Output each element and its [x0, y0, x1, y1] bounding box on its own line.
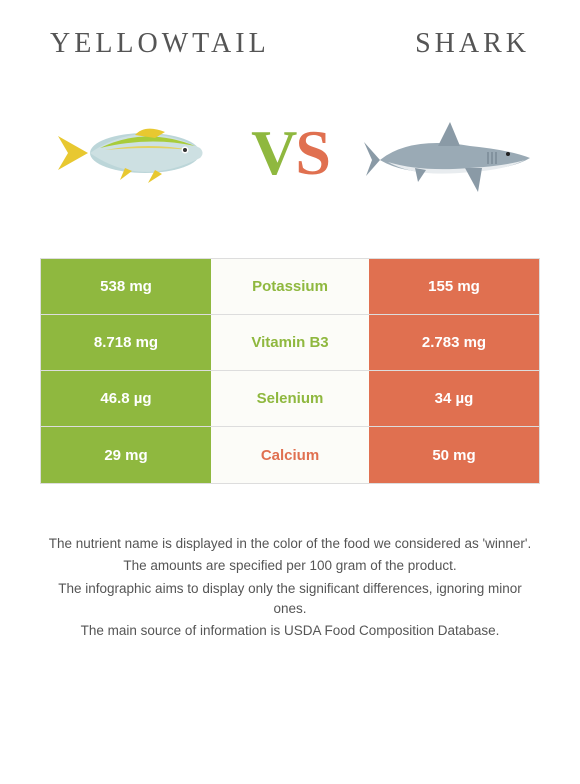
nutrient-row: 538 mgPotassium155 mg [41, 259, 539, 315]
nutrient-name: Selenium [211, 371, 369, 426]
nutrient-row: 29 mgCalcium50 mg [41, 427, 539, 483]
header-row: Yellowtail Shark [40, 28, 540, 68]
shark-image [360, 98, 540, 208]
nutrient-name: Potassium [211, 259, 369, 314]
footnote-line: The main source of information is USDA F… [44, 621, 536, 641]
yellowtail-image [40, 98, 220, 208]
nutrient-row: 8.718 mgVitamin B32.783 mg [41, 315, 539, 371]
footnote-line: The amounts are specified per 100 gram o… [44, 556, 536, 576]
nutrient-table: 538 mgPotassium155 mg8.718 mgVitamin B32… [40, 258, 540, 484]
vs-s-letter: S [295, 117, 329, 188]
left-value: 538 mg [41, 259, 211, 314]
right-value: 155 mg [369, 259, 539, 314]
right-food-title: Shark [415, 28, 530, 60]
footnote-line: The infographic aims to display only the… [44, 579, 536, 620]
right-value: 34 µg [369, 371, 539, 426]
right-value: 2.783 mg [369, 315, 539, 370]
vs-v-letter: V [251, 117, 295, 188]
left-value: 29 mg [41, 427, 211, 483]
left-food-title: Yellowtail [50, 28, 270, 60]
nutrient-row: 46.8 µgSelenium34 µg [41, 371, 539, 427]
footnote-line: The nutrient name is displayed in the co… [44, 534, 536, 554]
right-value: 50 mg [369, 427, 539, 483]
footnotes: The nutrient name is displayed in the co… [40, 534, 540, 641]
vs-label: VS [251, 116, 329, 190]
left-value: 8.718 mg [41, 315, 211, 370]
nutrient-name: Calcium [211, 427, 369, 483]
vs-row: VS [40, 98, 540, 208]
nutrient-name: Vitamin B3 [211, 315, 369, 370]
left-value: 46.8 µg [41, 371, 211, 426]
